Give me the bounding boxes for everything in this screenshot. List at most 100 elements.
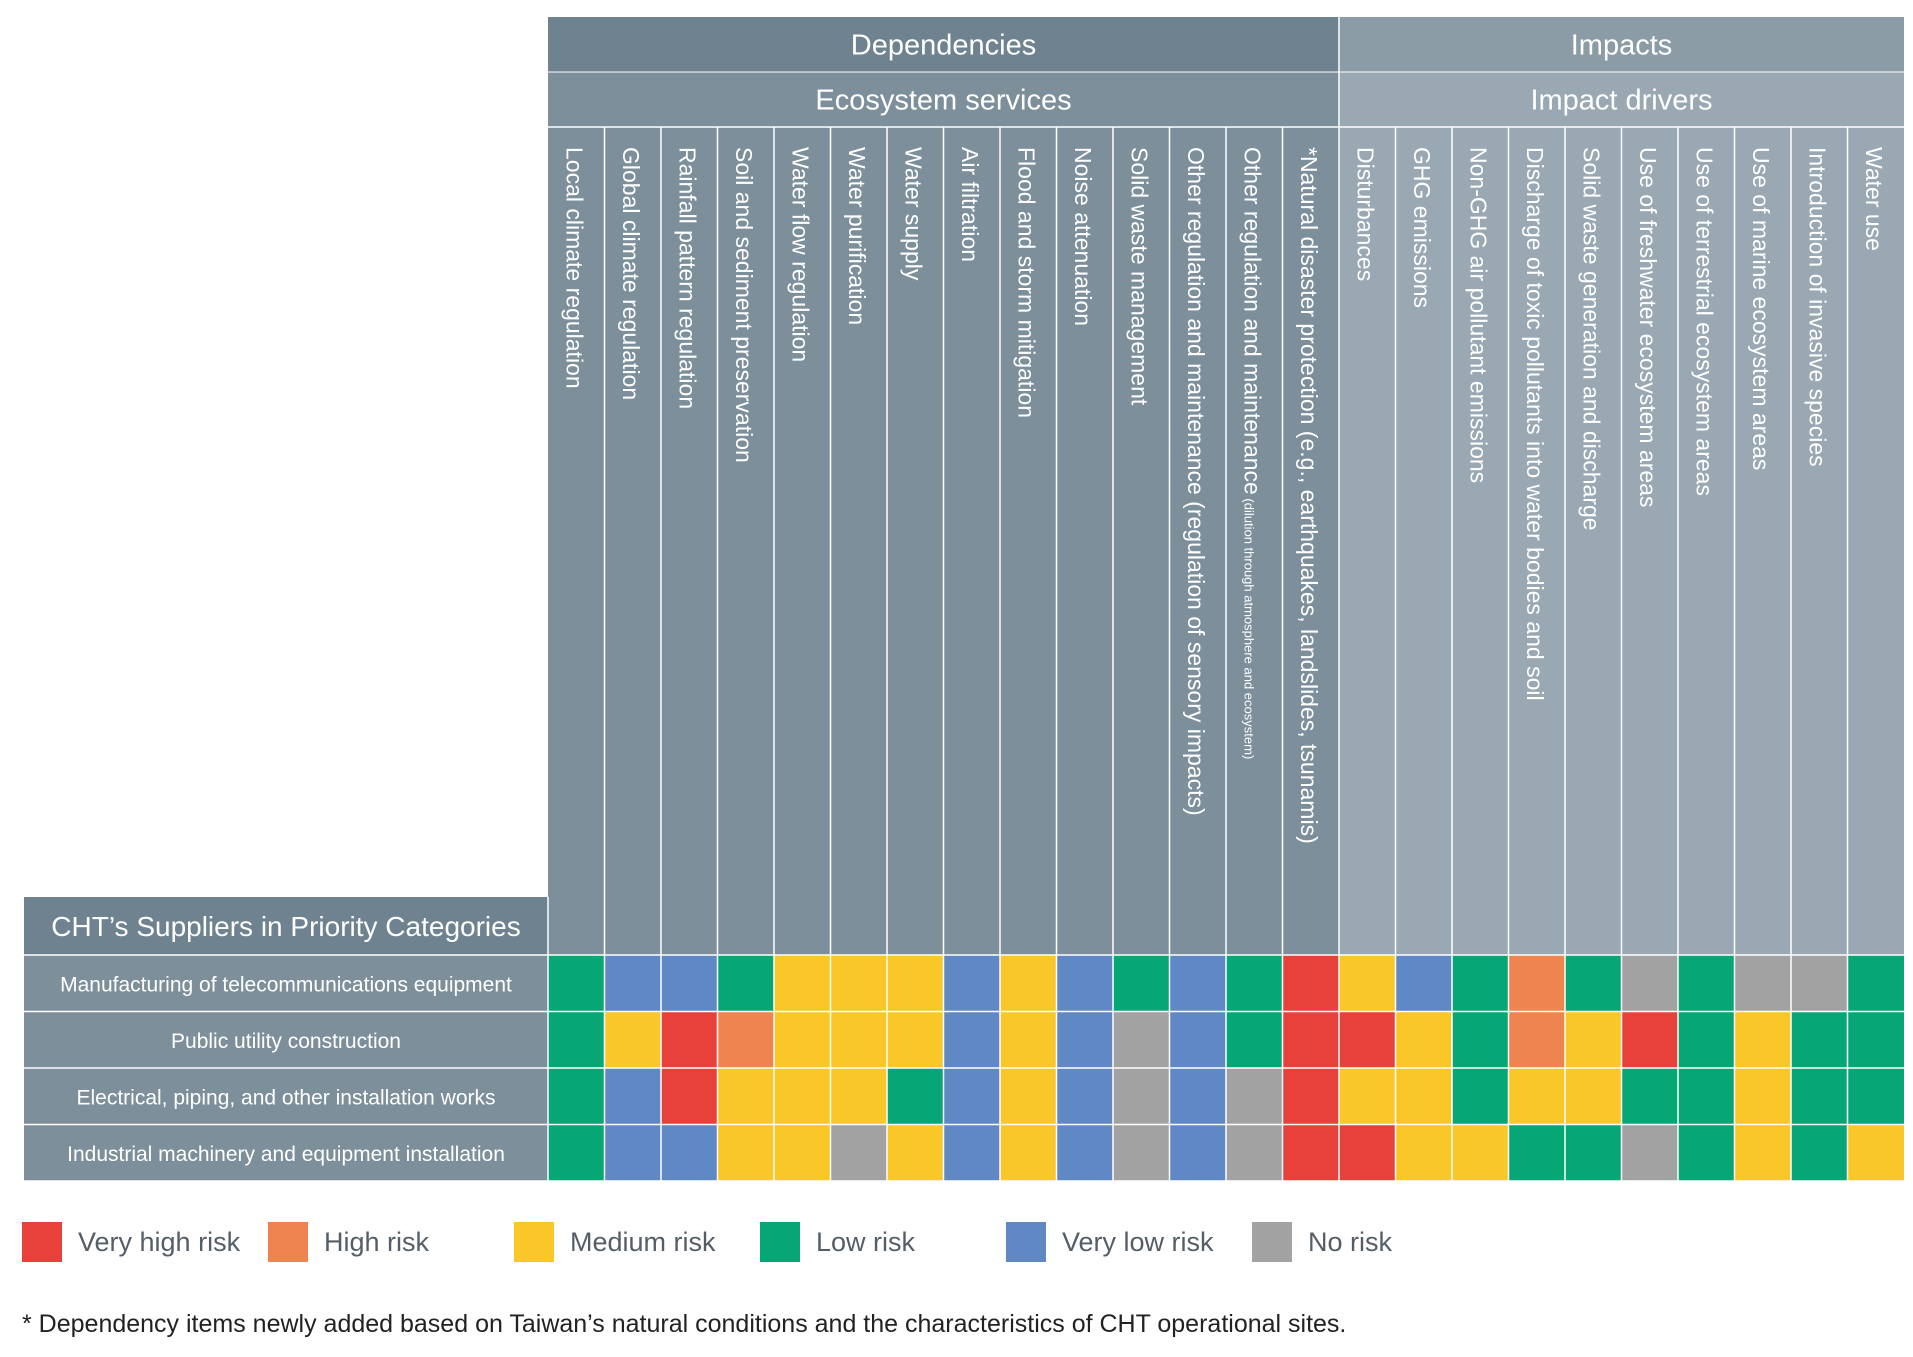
cell-r4-c5 (774, 1124, 831, 1181)
row-label-manufacturing-of-telecommunications-equipment: Manufacturing of telecommunications equi… (60, 973, 512, 996)
cell-r3-c14 (1282, 1068, 1339, 1125)
legend-item-high: High risk (268, 1222, 429, 1262)
cell-r1-c11 (1113, 955, 1170, 1012)
cell-r4-c12 (1169, 1124, 1226, 1181)
column-header-bg-12 (1169, 127, 1226, 955)
column-header-bg-19 (1565, 127, 1622, 955)
cell-r4-c20 (1621, 1124, 1678, 1181)
column-headers: Local climate regulation Global climate r… (548, 127, 1904, 955)
column-label-discharge-of-toxic-pollutants-into-water: Discharge of toxic pollutants into water… (1522, 147, 1548, 701)
cell-r3-c13 (1226, 1068, 1283, 1125)
column-header-bg-1 (548, 127, 605, 955)
cell-r3-c20 (1621, 1068, 1678, 1125)
cell-r1-c8 (943, 955, 1000, 1012)
column-label-other-regulation-and-maintenance-regulat: Other regulation and maintenance (regula… (1183, 147, 1209, 816)
column-header-bg-5 (774, 127, 831, 955)
cell-r4-c11 (1113, 1124, 1170, 1181)
cell-r2-c14 (1282, 1011, 1339, 1068)
cell-r3-c12 (1169, 1068, 1226, 1125)
cell-r2-c11 (1113, 1011, 1170, 1068)
column-header-bg-20 (1621, 127, 1678, 955)
group-subtitle-impact-drivers: Impact drivers (1530, 85, 1712, 117)
column-label-local-climate-regulation: Local climate regulation (561, 147, 587, 389)
cell-r3-c18 (1508, 1068, 1565, 1125)
cell-r3-c23 (1791, 1068, 1848, 1125)
group-title-impacts: Impacts (1571, 30, 1673, 62)
cell-r2-c2 (604, 1011, 661, 1068)
cell-r1-c24 (1847, 955, 1904, 1012)
cell-r2-c15 (1339, 1011, 1396, 1068)
row-label-bg-2 (24, 1011, 548, 1068)
column-label-water-purification: Water purification (844, 147, 870, 325)
cell-r2-c24 (1847, 1011, 1904, 1068)
row-header-box (24, 897, 548, 955)
row-labels: Manufacturing of telecommunications equi… (24, 955, 548, 1181)
legend-swatch-no (1252, 1222, 1292, 1262)
cell-r3-c22 (1734, 1068, 1791, 1125)
legend-label-medium: Medium risk (570, 1226, 716, 1257)
cell-r3-c8 (943, 1068, 1000, 1125)
column-header-bg-2 (604, 127, 661, 955)
cell-r2-c23 (1791, 1011, 1848, 1068)
group-subheader-ecosystem-services (548, 72, 1339, 127)
cell-r1-c7 (887, 955, 944, 1012)
cell-r1-c4 (717, 955, 774, 1012)
cell-r4-c19 (1565, 1124, 1622, 1181)
legend-swatch-very-low (1006, 1222, 1046, 1262)
column-label-water-supply: Water supply (900, 147, 926, 281)
cell-r4-c1 (548, 1124, 605, 1181)
column-label-other-regulation-and-maintenance: Other regulation and maintenance (diluti… (1239, 147, 1265, 759)
cell-r2-c7 (887, 1011, 944, 1068)
legend-swatch-high (268, 1222, 308, 1262)
cell-r4-c15 (1339, 1124, 1396, 1181)
column-label-ghg-emissions: GHG emissions (1409, 147, 1435, 308)
legend-label-very-high: Very high risk (78, 1226, 241, 1257)
cell-r4-c9 (1000, 1124, 1057, 1181)
cell-r4-c10 (1056, 1124, 1113, 1181)
cell-r1-c14 (1282, 955, 1339, 1012)
cell-r3-c24 (1847, 1068, 1904, 1125)
cell-r4-c16 (1395, 1124, 1452, 1181)
cell-r1-c17 (1452, 955, 1509, 1012)
cell-r1-c23 (1791, 955, 1848, 1012)
cell-r2-c8 (943, 1011, 1000, 1068)
column-header-bg-14 (1282, 127, 1339, 955)
cell-r4-c4 (717, 1124, 774, 1181)
legend-item-low: Low risk (760, 1222, 915, 1262)
column-header-bg-11 (1113, 127, 1170, 955)
heatmap-chart: Dependencies Ecosystem services Impacts Imp… (24, 17, 1904, 1182)
cell-r4-c3 (661, 1124, 718, 1181)
cell-r3-c1 (548, 1068, 605, 1125)
heatmap-cells (548, 955, 1904, 1181)
group-header-impacts (1339, 17, 1904, 72)
column-label-water-flow-regulation: Water flow regulation (787, 147, 813, 362)
column-header-bg-13 (1226, 127, 1283, 955)
column-label-introduction-of-invasive-species: Introduction of invasive species (1804, 147, 1830, 467)
cell-r4-c7 (887, 1124, 944, 1181)
cell-r3-c4 (717, 1068, 774, 1125)
cell-r3-c5 (774, 1068, 831, 1125)
cell-r3-c9 (1000, 1068, 1057, 1125)
column-header-bg-18 (1508, 127, 1565, 955)
cell-r1-c6 (830, 955, 887, 1012)
cell-r2-c4 (717, 1011, 774, 1068)
legend-item-medium: Medium risk (514, 1222, 716, 1262)
cell-r4-c8 (943, 1124, 1000, 1181)
cell-r3-c21 (1678, 1068, 1735, 1125)
cell-r3-c2 (604, 1068, 661, 1125)
column-header-bg-15 (1339, 127, 1396, 955)
cell-r2-c1 (548, 1011, 605, 1068)
group-subheader-impact-drivers (1339, 72, 1904, 127)
cell-r4-c13 (1226, 1124, 1283, 1181)
row-label-bg-3 (24, 1068, 548, 1125)
column-label-rainfall-pattern-regulation: Rainfall pattern regulation (674, 147, 700, 409)
column-label-flood-and-storm-mitigation: Flood and storm mitigation (1013, 147, 1039, 418)
footnote: * Dependency items newly added based on … (22, 1310, 1347, 1338)
group-header-dependencies (548, 17, 1339, 72)
cell-r4-c2 (604, 1124, 661, 1181)
cell-r1-c22 (1734, 955, 1791, 1012)
row-label-public-utility-construction: Public utility construction (171, 1030, 401, 1053)
legend-swatch-very-high (22, 1222, 62, 1262)
cell-r1-c20 (1621, 955, 1678, 1012)
column-header-bg-4 (717, 127, 774, 955)
